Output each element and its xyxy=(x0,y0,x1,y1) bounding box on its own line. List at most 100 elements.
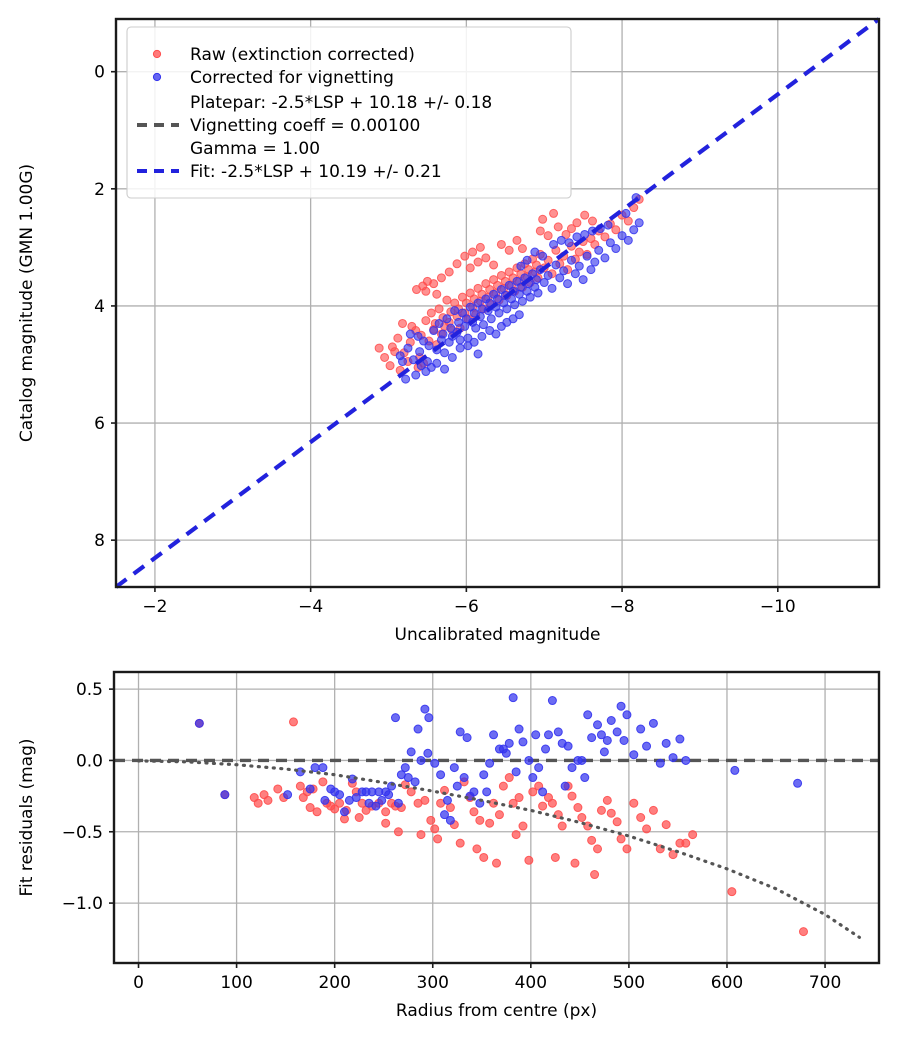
data-point xyxy=(320,795,330,805)
data-point xyxy=(295,781,305,791)
data-point xyxy=(557,821,567,831)
legend-label: Corrected for vignetting xyxy=(190,68,394,88)
data-point xyxy=(629,750,639,760)
data-point xyxy=(580,773,590,783)
data-point xyxy=(354,813,364,822)
data-point xyxy=(486,314,496,324)
data-point xyxy=(578,275,588,285)
data-point xyxy=(675,734,685,744)
data-point xyxy=(220,790,230,800)
data-point xyxy=(430,758,440,768)
tick-label-y: 8 xyxy=(94,531,105,551)
data-point xyxy=(596,805,606,815)
data-point xyxy=(504,738,514,748)
legend-label: Platepar: -2.5*LSP + 10.18 +/- 0.18 xyxy=(190,93,492,113)
data-point xyxy=(556,235,566,245)
data-point xyxy=(400,763,410,773)
data-point xyxy=(371,801,381,811)
data-point xyxy=(612,817,622,827)
data-point xyxy=(538,214,548,224)
data-point xyxy=(629,798,639,808)
data-point xyxy=(681,755,691,765)
data-point xyxy=(590,870,600,880)
data-point xyxy=(504,245,514,255)
data-point xyxy=(561,229,571,239)
data-point xyxy=(412,285,422,295)
data-point xyxy=(432,289,442,299)
data-point xyxy=(547,798,557,808)
data-point xyxy=(577,813,587,822)
data-point xyxy=(438,329,448,339)
data-point xyxy=(494,308,504,318)
tick-label-x: −10 xyxy=(760,597,796,617)
data-point xyxy=(622,710,632,720)
data-point xyxy=(452,781,462,791)
data-point xyxy=(434,304,444,314)
data-point xyxy=(442,795,452,805)
data-point xyxy=(518,821,528,831)
top-panel-photometry-calibration: −2 −4 −6 −8 −10 0 2 4 6 8 Uncalibrated magnitude Ca… xyxy=(17,17,881,645)
data-point xyxy=(528,773,538,783)
data-point xyxy=(727,887,737,897)
data-point xyxy=(593,720,603,730)
bottom-ticks: 0 100 200 300 400 500 600 700 0.5 0.0 −0.5 −1.0 xyxy=(62,680,842,993)
data-point xyxy=(590,257,600,267)
data-point xyxy=(429,326,439,336)
data-point xyxy=(530,247,540,257)
tick-label-x: −2 xyxy=(142,597,167,617)
data-point xyxy=(440,810,450,820)
data-point xyxy=(380,352,390,362)
data-point xyxy=(475,242,485,252)
data-point xyxy=(421,367,431,377)
tick-label-y: −1.0 xyxy=(62,894,103,914)
data-point xyxy=(572,218,582,228)
fit-line-top xyxy=(114,17,881,589)
bottom-xaxis-label: Radius from centre (px) xyxy=(396,1001,597,1021)
data-point xyxy=(390,713,400,723)
data-point xyxy=(623,235,633,245)
data-point xyxy=(525,292,535,302)
data-point xyxy=(318,777,328,787)
data-point xyxy=(406,747,416,757)
data-point xyxy=(508,693,518,703)
top-ticks: −2 −4 −6 −8 −10 0 2 4 6 8 xyxy=(94,63,796,617)
data-point xyxy=(498,781,508,791)
legend-entry: Raw (extinction corrected) xyxy=(152,45,415,65)
top-series-corrected xyxy=(395,193,644,384)
data-point xyxy=(473,349,483,359)
data-point xyxy=(398,357,408,367)
data-point xyxy=(586,265,596,275)
data-point xyxy=(381,818,391,828)
tick-label-y: 6 xyxy=(94,414,105,434)
tick-label-y: 0.5 xyxy=(76,680,103,700)
data-point xyxy=(489,260,499,270)
legend: Raw (extinction corrected) Corrected for … xyxy=(126,26,572,199)
data-point xyxy=(587,733,597,743)
data-point xyxy=(479,770,489,780)
data-point xyxy=(259,790,269,800)
data-point xyxy=(531,730,541,740)
data-point xyxy=(440,364,450,374)
data-point xyxy=(538,251,548,261)
vignetting-curve xyxy=(136,759,861,939)
data-point xyxy=(442,295,452,305)
legend-entry: Corrected for vignetting xyxy=(152,68,394,88)
data-point xyxy=(629,225,639,235)
data-point xyxy=(485,758,495,768)
data-point xyxy=(623,216,633,226)
data-point xyxy=(305,784,315,794)
data-point xyxy=(429,279,439,289)
legend-label: Gamma = 1.00 xyxy=(190,139,320,159)
data-point xyxy=(531,275,541,285)
data-point xyxy=(516,261,526,271)
data-point xyxy=(547,283,557,293)
legend-entry: Fit: -2.5*LSP + 10.19 +/- 0.21 xyxy=(137,162,442,182)
data-point xyxy=(283,790,293,800)
data-point xyxy=(273,784,283,794)
data-point xyxy=(452,259,462,269)
data-point xyxy=(335,790,345,800)
top-axes-frame xyxy=(114,17,881,589)
data-point xyxy=(511,767,521,777)
data-point xyxy=(288,717,298,727)
